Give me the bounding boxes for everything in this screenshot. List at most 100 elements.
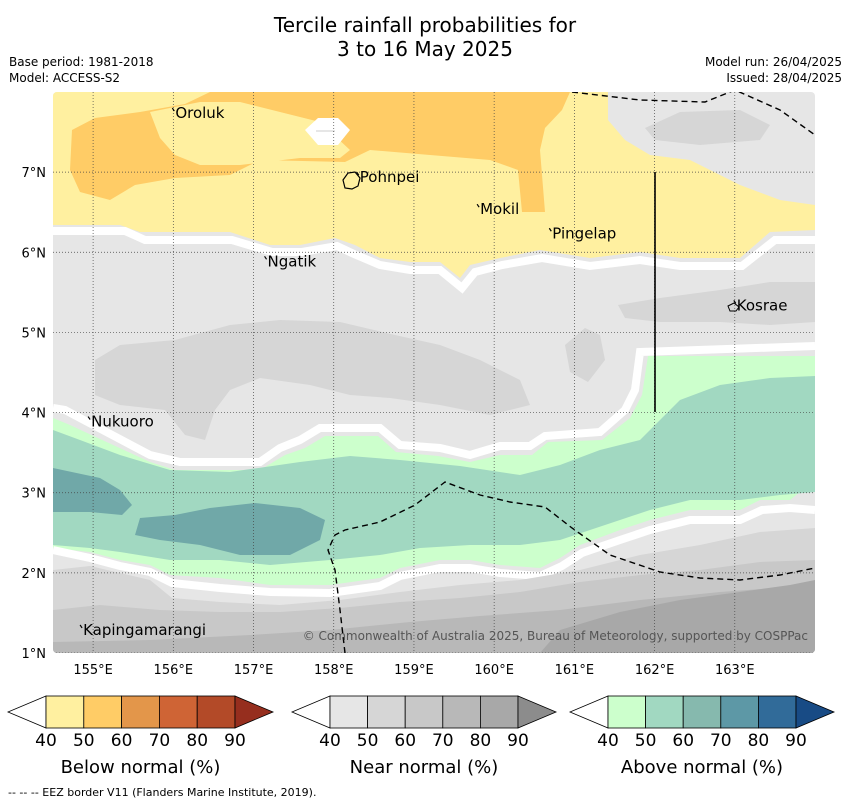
colorbar-under-triangle xyxy=(290,695,331,729)
colorbar-segment xyxy=(442,695,481,729)
latitude-tick-label: 5°N xyxy=(22,326,47,341)
place-kapingamarangi: Kapingamarangi xyxy=(79,621,206,639)
place-marker xyxy=(171,107,175,112)
place-labels: Oroluk Pohnpei Mokil Pingelap Ngatik Kosrae Nu… xyxy=(79,104,787,639)
place-marker xyxy=(476,203,480,208)
colorbar-tick-label: 50 xyxy=(357,731,379,751)
colorbar-over-triangle xyxy=(795,695,836,729)
colorbar-segment xyxy=(367,695,406,729)
model-run-text: Model run: 26/04/2025 xyxy=(704,55,842,69)
eez-border-north xyxy=(571,92,815,136)
place-name: Oroluk xyxy=(175,104,224,122)
issued-text: Issued: 28/04/2025 xyxy=(726,71,842,85)
longitude-ticks: 155°E 156°E 157°E 158°E 159°E 160°E 161°E 162°E… xyxy=(73,663,754,678)
colorbar-tick-label: 90 xyxy=(785,731,807,751)
colorbar-segment xyxy=(329,695,368,729)
place-pohnpei: Pohnpei xyxy=(356,168,420,186)
colorbar-under-triangle xyxy=(6,695,47,729)
latitude-tick-label: 7°N xyxy=(22,166,47,181)
pohnpei-island-outline xyxy=(342,171,361,190)
latitude-tick-label: 4°N xyxy=(22,407,47,422)
colorbar-tick-label: 60 xyxy=(394,731,416,751)
below-normal-40-inner xyxy=(150,102,350,165)
place-oroluk: Oroluk xyxy=(171,104,225,122)
latitude-tick-label: 2°N xyxy=(22,567,47,582)
colorbar-tick-label: 90 xyxy=(224,731,246,751)
colorbar-tick-label: 70 xyxy=(432,731,454,751)
above-normal-60-patch-center xyxy=(135,503,325,555)
near-normal-50-patch-west xyxy=(95,320,530,440)
near-normal-50-patch-center xyxy=(565,328,605,382)
longitude-tick-label: 156°E xyxy=(154,663,194,678)
colorbar-segment xyxy=(158,695,198,729)
place-nukuoro: Nukuoro xyxy=(87,413,154,431)
colorbar-segment xyxy=(196,695,236,729)
colorbar-title: Near normal (%) xyxy=(350,757,499,778)
colorbar-tick-label: 40 xyxy=(597,731,619,751)
colorbar-title: Below normal (%) xyxy=(61,757,221,778)
place-marker xyxy=(733,300,737,304)
colorbar-segment xyxy=(83,695,123,729)
place-name: Kapingamarangi xyxy=(83,621,206,639)
place-name: Pohnpei xyxy=(360,168,420,186)
colorbar-tick-label: 60 xyxy=(111,731,133,751)
longitude-tick-label: 163°E xyxy=(715,663,755,678)
longitude-tick-label: 160°E xyxy=(474,663,514,678)
probability-fields xyxy=(53,92,815,653)
contour-gap-middle xyxy=(53,342,815,466)
colorbar-segment xyxy=(645,695,684,729)
colorbar-tick-label: 80 xyxy=(186,731,208,751)
place-name: Nukuoro xyxy=(91,413,154,431)
colorbar-tick-label: 40 xyxy=(35,731,57,751)
latitude-tick-label: 6°N xyxy=(22,246,47,261)
longitude-tick-label: 159°E xyxy=(394,663,434,678)
model-text: Model: ACCESS-S2 xyxy=(9,71,121,85)
map-title-line2: 3 to 16 May 2025 xyxy=(337,37,513,61)
contour-gap-south xyxy=(53,503,815,598)
colorbar-over-triangle xyxy=(517,695,558,729)
place-marker xyxy=(264,255,268,260)
longitude-tick-label: 157°E xyxy=(234,663,274,678)
latitude-tick-label: 1°N xyxy=(22,647,47,662)
place-name: Ngatik xyxy=(268,252,317,270)
colorbar-segment xyxy=(479,695,519,729)
place-kosrae: Kosrae xyxy=(733,296,787,314)
colorbar-under-triangle xyxy=(568,695,609,729)
eez-footer-note: -- -- -- EEZ border V11 (Flanders Marine… xyxy=(8,786,317,799)
colorbar-tick-label: 80 xyxy=(748,731,770,751)
longitude-tick-label: 162°E xyxy=(635,663,675,678)
place-marker xyxy=(87,416,91,420)
colorbar-tick-label: 90 xyxy=(507,731,529,751)
place-marker xyxy=(356,171,360,176)
colorbar-over-triangle xyxy=(234,695,275,729)
colorbar-tick-label: 70 xyxy=(149,731,171,751)
colorbar-segment xyxy=(758,695,797,729)
colorbar-2: 40 50 60 70 80 90 Near normal (%) xyxy=(290,695,558,778)
colorbar-title: Above normal (%) xyxy=(621,757,783,778)
place-marker xyxy=(548,227,552,232)
contour-gap-north xyxy=(53,227,815,294)
map-title-line1: Tercile rainfall probabilities for xyxy=(273,13,577,37)
colorbar-segment xyxy=(720,695,759,729)
colorbar-segment xyxy=(607,695,646,729)
place-pingelap: Pingelap xyxy=(548,224,616,242)
place-name: Mokil xyxy=(480,200,519,218)
colorbar-segment xyxy=(682,695,722,729)
colorbar-tick-label: 40 xyxy=(319,731,341,751)
longitude-tick-label: 161°E xyxy=(555,663,595,678)
colorbar-tick-label: 50 xyxy=(73,731,95,751)
colorbar-segment xyxy=(404,695,444,729)
place-marker xyxy=(79,624,83,629)
eez-border-south xyxy=(327,481,815,653)
kosrae-island-outline xyxy=(727,302,740,312)
place-name: Pingelap xyxy=(552,224,616,242)
colorbar-tick-label: 80 xyxy=(470,731,492,751)
near-normal-80-field-south xyxy=(540,580,815,653)
copyright-text: © Commonwealth of Australia 2025, Bureau… xyxy=(303,629,808,643)
colorbar-tick-label: 50 xyxy=(635,731,657,751)
latitude-tick-label: 3°N xyxy=(22,487,47,502)
near-normal-50-patch-ne xyxy=(645,110,770,145)
